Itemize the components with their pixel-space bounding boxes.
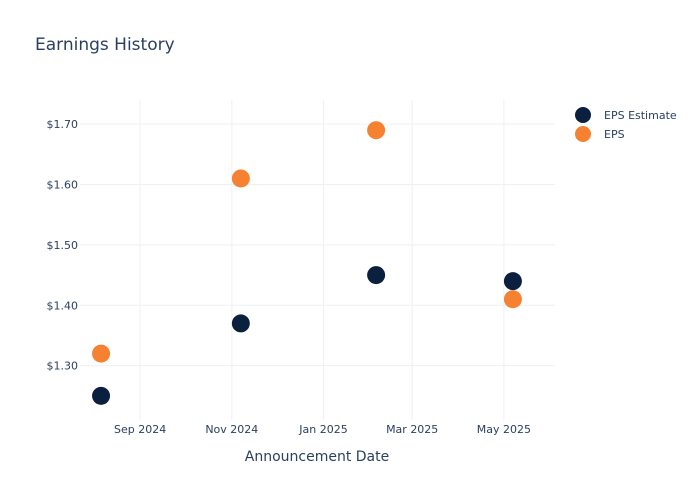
x-tick-label: Sep 2024 <box>114 423 166 436</box>
legend-marker <box>575 126 591 142</box>
x-tick-label: Nov 2024 <box>205 423 258 436</box>
eps-point <box>503 290 522 309</box>
y-tick-label: $1.40 <box>47 299 79 312</box>
marks-layer <box>92 121 522 405</box>
y-tick-label: $1.70 <box>47 118 79 131</box>
legend-label: EPS Estimate <box>604 109 677 122</box>
y-tick-label: $1.60 <box>47 179 79 192</box>
axis-layer: $1.30 $1.40 $1.50 $1.60 $1.70 Sep 2024 Nov 202… <box>47 118 532 436</box>
legend-item-eps-estimate[interactable]: EPS Estimate <box>575 107 677 123</box>
x-tick-label: Mar 2025 <box>386 423 438 436</box>
eps-point <box>231 169 250 188</box>
eps-estimate-point <box>92 386 111 405</box>
legend-label: EPS <box>604 128 625 141</box>
y-tick-label: $1.50 <box>47 239 79 252</box>
eps-estimate-point <box>231 314 250 333</box>
x-axis-title: Announcement Date <box>245 449 389 465</box>
legend-marker <box>575 107 591 123</box>
eps-estimate-point <box>503 272 522 291</box>
x-tick-label: May 2025 <box>477 423 531 436</box>
eps-estimate-point <box>367 266 386 285</box>
grid-layer <box>80 100 555 420</box>
eps-point <box>92 344 111 363</box>
legend[interactable]: EPS Estimate EPS <box>575 107 677 142</box>
legend-item-eps[interactable]: EPS <box>575 126 625 142</box>
x-tick-label: Jan 2025 <box>298 423 347 436</box>
chart-title: Earnings History <box>35 35 175 55</box>
eps-point <box>367 121 386 140</box>
y-tick-label: $1.30 <box>47 360 79 373</box>
